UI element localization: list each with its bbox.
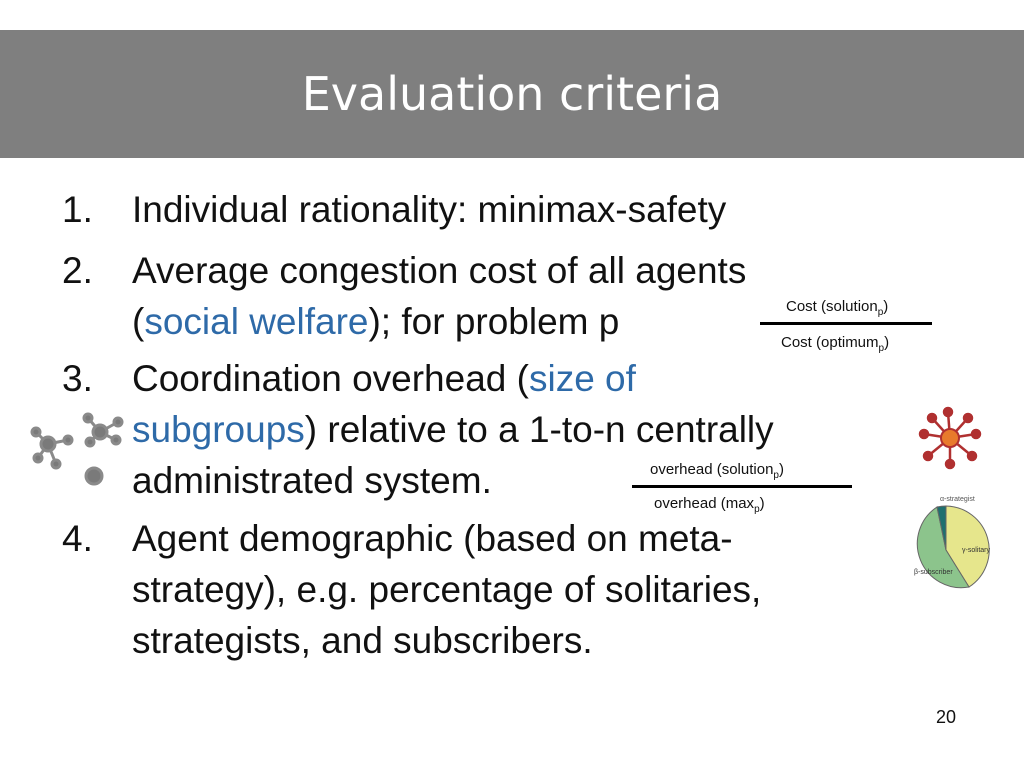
cost-fraction-line: [760, 322, 932, 325]
pie-label-strategist: α-strategist: [940, 496, 975, 503]
subgroups-highlight: subgroups: [132, 409, 305, 450]
cost-fraction-denominator: Cost (optimump): [781, 334, 890, 354]
item-text-line-3: strategists, and subscribers.: [132, 620, 593, 661]
title-bar: [0, 30, 1024, 158]
pie-slice-strategist: [936, 505, 947, 551]
pie-slice-subscriber: [916, 506, 970, 589]
pie-label-solitary: γ-solitary: [962, 547, 991, 554]
overhead-fraction-denominator: overhead (maxp): [654, 495, 765, 515]
size-of-highlight: size of: [528, 358, 636, 399]
overhead-fraction-line: [632, 485, 852, 488]
item-text-line-1: Agent demographic (based on meta-: [132, 518, 733, 559]
hub-network-icon: [918, 406, 982, 470]
network-graph-icon: [30, 412, 124, 486]
item-text-line-2: (social welfare); for problem p: [132, 301, 620, 342]
pie-label-subscriber: β-subscriber: [914, 569, 953, 576]
item-number: 1.: [62, 189, 93, 230]
demographic-pie-chart: α-strategist γ-solitary β-subscriber: [914, 496, 991, 589]
item-text-line-1: Average congestion cost of all agents: [132, 250, 747, 291]
slide-title: Evaluation criteria: [301, 67, 723, 121]
page-number: 20: [936, 707, 957, 727]
overhead-fraction-numerator: overhead (solutionp): [650, 461, 784, 481]
item-text-line-2: strategy), e.g. percentage of solitaries…: [132, 569, 762, 610]
social-welfare-highlight: social welfare: [144, 301, 369, 342]
item-text-line-3: administrated system.: [132, 460, 492, 501]
item-number: 2.: [62, 250, 93, 291]
item-number: 4.: [62, 518, 93, 559]
item-text: Individual rationality: minimax-safety: [132, 189, 727, 230]
item-text-line-1: Coordination overhead (size of: [132, 358, 636, 399]
item-text-line-2: subgroups) relative to a 1-to-n centrall…: [132, 409, 774, 450]
cost-fraction-numerator: Cost (solutionp): [786, 298, 889, 318]
item-number: 3.: [62, 358, 93, 399]
